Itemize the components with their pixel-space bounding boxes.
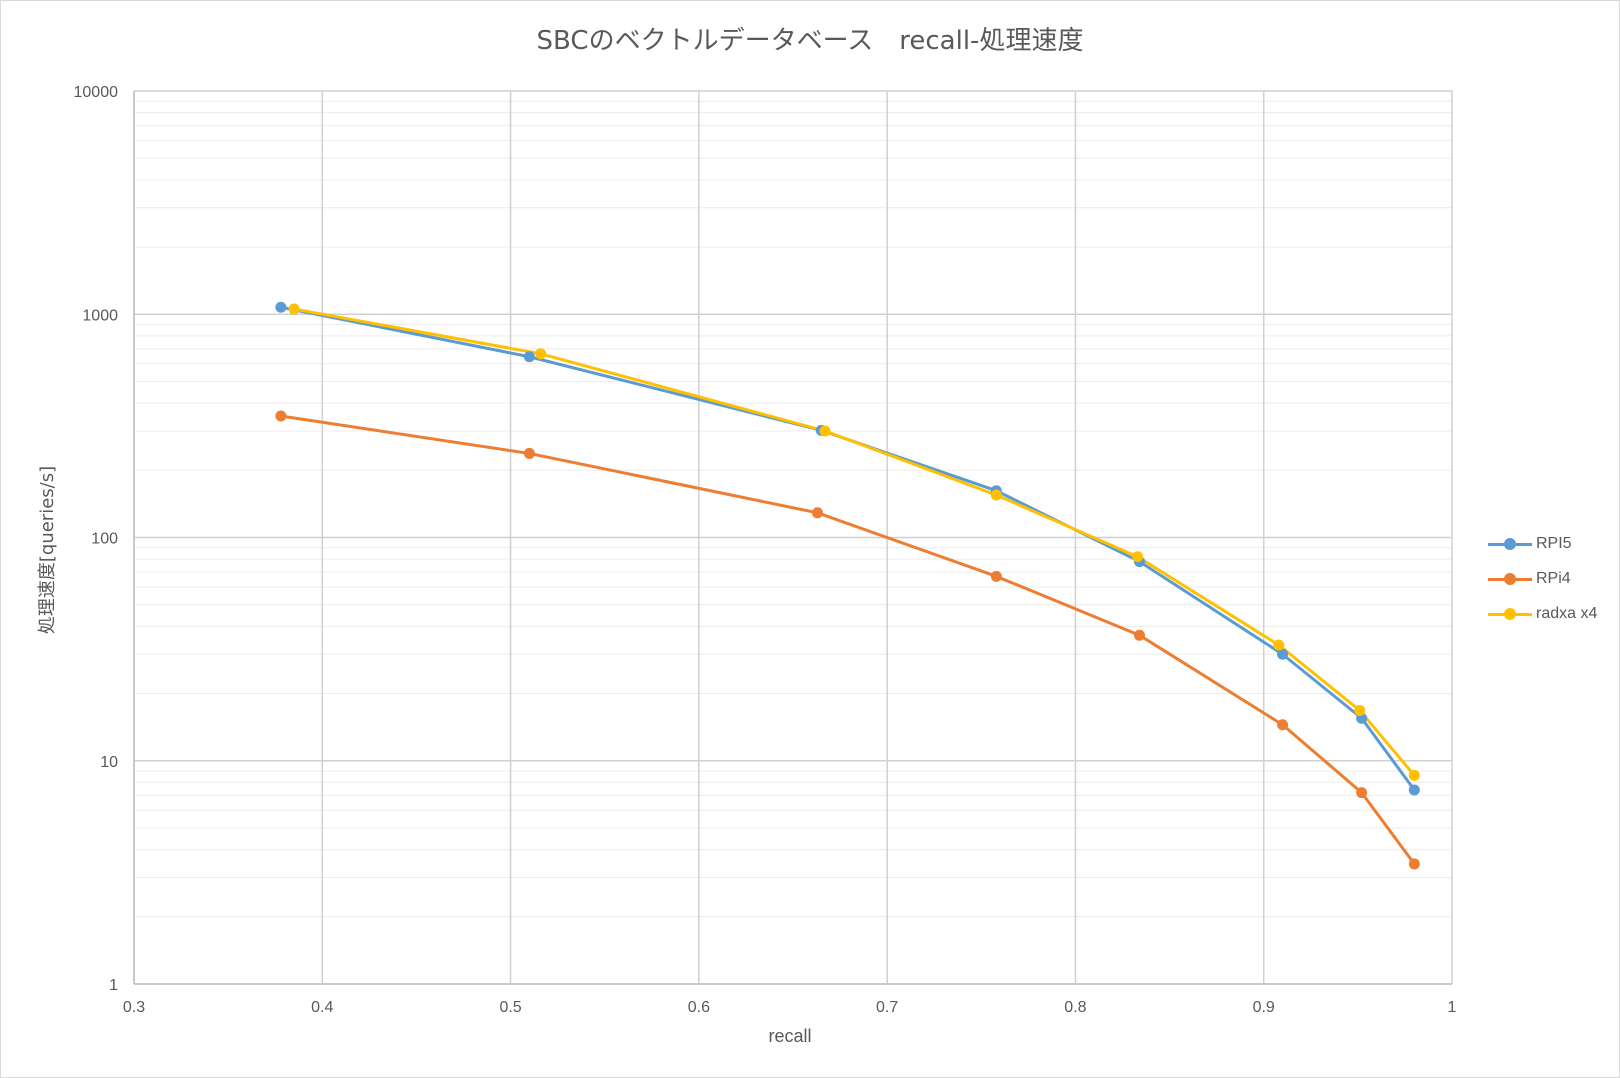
minor-gridlines (134, 100, 1452, 918)
x-tick-label: 0.7 (876, 999, 898, 1016)
data-point-radxa-x4 (990, 489, 1002, 501)
legend-marker (1504, 537, 1516, 550)
legend-marker (1504, 607, 1516, 620)
legend-item: RPi4 (1488, 561, 1597, 596)
chart-title: SBCのベクトルデータベース recall-処理速度 (536, 26, 1084, 56)
series-points (275, 301, 1420, 870)
legend-marker (1504, 572, 1516, 585)
series-line-radxa-x4 (293, 307, 1416, 777)
series-line-rpi5 (280, 305, 1416, 791)
legend-label: radxa x4 (1536, 604, 1598, 622)
data-point-rpi5 (1408, 784, 1420, 796)
y-tick-label: 10 (100, 754, 118, 771)
data-point-radxa-x4 (819, 425, 831, 437)
x-tick-label: 0.8 (1064, 999, 1086, 1016)
x-axis-label: recall (768, 1026, 812, 1046)
data-point-rpi4 (1277, 719, 1289, 731)
x-tick-label: 0.4 (311, 999, 333, 1016)
data-point-rpi4 (1356, 787, 1368, 799)
data-point-rpi5 (523, 351, 535, 363)
data-point-rpi5 (275, 301, 287, 313)
data-point-rpi4 (523, 447, 535, 459)
y-tick-label: 10000 (74, 84, 119, 101)
data-point-radxa-x4 (1132, 551, 1144, 563)
data-point-radxa-x4 (1273, 639, 1285, 651)
legend-label: RPI5 (1536, 534, 1572, 552)
legend-swatch (1488, 607, 1532, 621)
legend-item: radxa x4 (1488, 596, 1597, 631)
data-point-radxa-x4 (288, 303, 300, 315)
data-point-rpi4 (1408, 858, 1420, 870)
series-lines (280, 305, 1416, 865)
legend-label: RPi4 (1536, 569, 1571, 587)
data-point-rpi4 (811, 507, 823, 519)
data-point-rpi4 (275, 410, 287, 422)
data-point-radxa-x4 (535, 348, 547, 360)
data-point-radxa-x4 (1408, 769, 1420, 781)
plot-axes (133, 91, 1452, 985)
y-tick-label: 1000 (82, 307, 118, 324)
x-tick-label: 0.9 (1253, 999, 1275, 1016)
data-point-rpi4 (990, 570, 1002, 582)
tick-labels: 1 10 100 1000 10000 0.3 0.4 0.5 0.6 0.7 0.8 0.9 1 (74, 84, 1457, 1016)
x-tick-label: 0.6 (688, 999, 710, 1016)
x-tick-label: 0.5 (499, 999, 521, 1016)
data-point-rpi5 (1277, 648, 1289, 660)
legend-swatch (1488, 572, 1532, 586)
x-tick-label: 0.3 (123, 999, 145, 1016)
legend-swatch (1488, 537, 1532, 551)
legend-item: RPI5 (1488, 526, 1597, 561)
y-tick-label: 100 (91, 531, 118, 548)
series-line-rpi4 (280, 414, 1416, 865)
data-point-radxa-x4 (1354, 704, 1366, 716)
data-point-rpi4 (1133, 629, 1145, 641)
y-tick-label: 1 (109, 977, 118, 994)
x-tick-label: 1 (1448, 999, 1457, 1016)
legend: RPI5 RPi4 radxa x4 (1488, 526, 1597, 631)
